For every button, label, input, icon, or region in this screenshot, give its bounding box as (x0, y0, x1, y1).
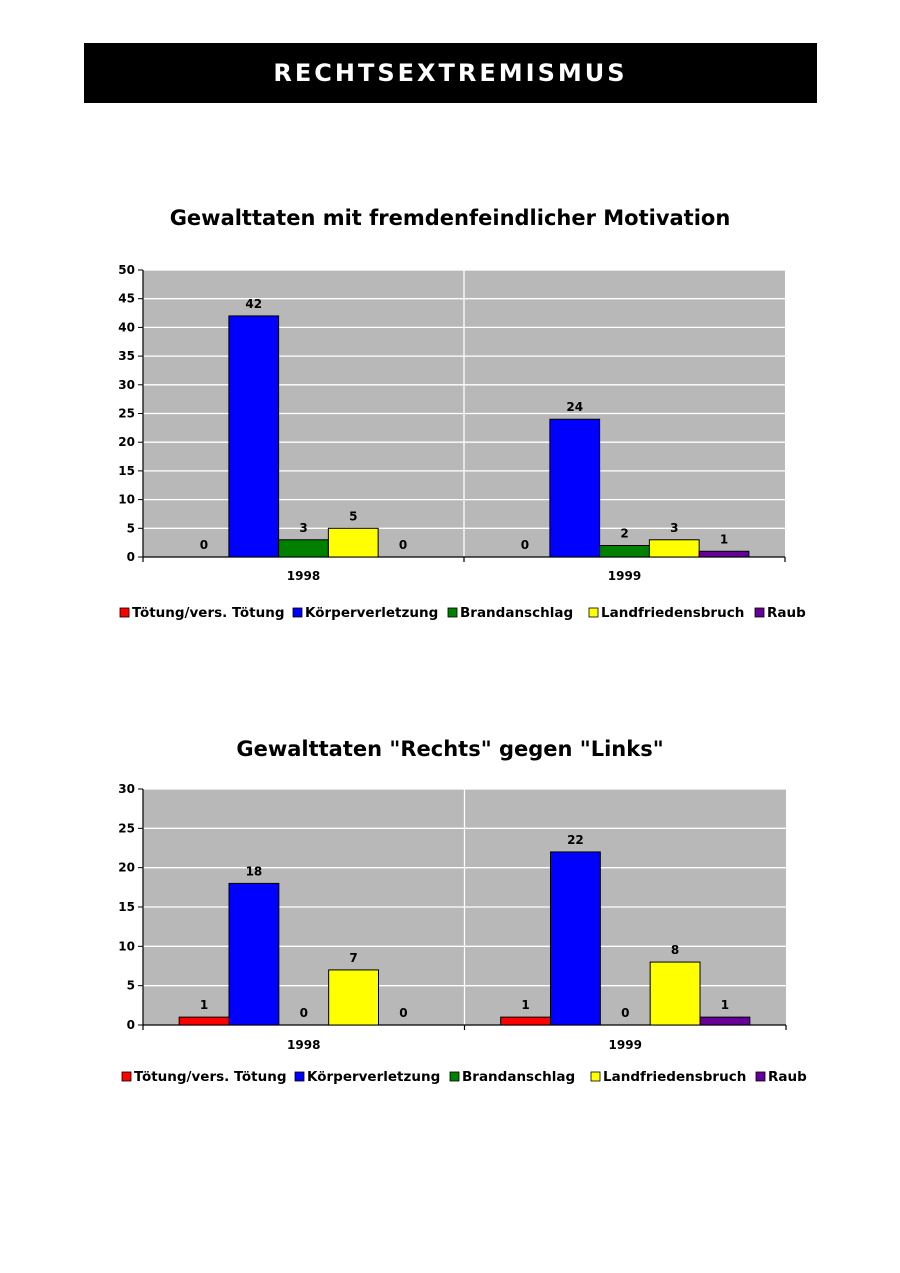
y-tick-label: 10 (118, 493, 135, 507)
bar (327, 527, 379, 558)
bar (648, 539, 700, 558)
legend-label: Raub (767, 605, 806, 621)
legend-label: Tötung/vers. Tötung (132, 605, 285, 621)
legend-swatch (292, 607, 303, 618)
legend-label: Raub (768, 1069, 807, 1085)
data-label: 8 (671, 943, 679, 957)
bar (699, 1016, 751, 1026)
data-label: 2 (620, 527, 628, 541)
y-tick-label: 25 (118, 821, 135, 835)
y-tick-label: 15 (118, 464, 135, 478)
data-label: 0 (300, 1006, 308, 1020)
y-tick-label: 20 (118, 861, 135, 875)
legend-label: Körperverletzung (305, 605, 438, 621)
y-tick-label: 30 (118, 378, 135, 392)
legend-label: Tötung/vers. Tötung (134, 1069, 287, 1085)
legend-label: Brandanschlag (460, 605, 573, 621)
page-title: RECHTSEXTREMISMUS (273, 59, 628, 87)
data-label: 18 (246, 864, 263, 878)
chart-1-title: Gewalttaten mit fremdenfeindlicher Motiv… (169, 206, 731, 230)
bar (549, 418, 601, 558)
legend-swatch (121, 1071, 132, 1082)
bar (228, 882, 280, 1026)
bar (599, 545, 650, 558)
x-tick-label: 1999 (608, 569, 641, 583)
y-tick-label: 40 (118, 320, 135, 334)
legend-swatch (588, 607, 599, 618)
data-label: 1 (200, 998, 208, 1012)
data-label: 1 (521, 998, 529, 1012)
bar (649, 961, 701, 1026)
y-tick-label: 45 (118, 292, 135, 306)
data-label: 22 (567, 833, 584, 847)
y-tick-label: 30 (118, 782, 135, 796)
x-tick-label: 1998 (287, 569, 320, 583)
bar (328, 969, 379, 1026)
x-tick-label: 1999 (609, 1038, 642, 1052)
legend-swatch (119, 607, 130, 618)
data-label: 3 (299, 521, 307, 535)
legend-swatch (449, 1071, 460, 1082)
legend-swatch (447, 607, 458, 618)
legend-swatch (754, 607, 765, 618)
data-label: 1 (720, 532, 728, 546)
bar (178, 1016, 230, 1026)
bar (278, 539, 329, 558)
data-label: 0 (621, 1006, 629, 1020)
y-tick-label: 20 (118, 435, 135, 449)
header-banner: RECHTSEXTREMISMUS (84, 43, 817, 103)
y-tick-label: 15 (118, 900, 135, 914)
data-label: 3 (670, 521, 678, 535)
y-tick-label: 10 (118, 939, 135, 953)
data-label: 5 (349, 509, 357, 523)
data-label: 1 (721, 998, 729, 1012)
legend-swatch (590, 1071, 601, 1082)
data-label: 42 (245, 297, 262, 311)
legend-label: Landfriedensbruch (601, 605, 744, 621)
chart-2-title: Gewalttaten "Rechts" gegen "Links" (236, 737, 664, 761)
data-label: 24 (566, 400, 583, 414)
y-tick-label: 25 (118, 407, 135, 421)
legend-label: Brandanschlag (462, 1069, 575, 1085)
y-tick-label: 0 (127, 1018, 135, 1032)
data-label: 7 (349, 951, 357, 965)
data-label: 0 (399, 1006, 407, 1020)
y-tick-label: 5 (127, 521, 135, 535)
data-label: 0 (399, 538, 407, 552)
data-label: 0 (521, 538, 529, 552)
chart-2: 0 5 10 15 20 25 30 1 18 0 7 0 1998 1 22 0 8 1 1999 Tötung/v… (118, 782, 807, 1085)
y-tick-label: 50 (118, 263, 135, 277)
bar (500, 1016, 552, 1026)
y-tick-label: 35 (118, 349, 135, 363)
y-tick-label: 5 (127, 979, 135, 993)
bar (228, 315, 280, 558)
legend-label: Körperverletzung (307, 1069, 440, 1085)
legend-swatch (294, 1071, 305, 1082)
legend-label: Landfriedensbruch (603, 1069, 746, 1085)
legend-swatch (755, 1071, 766, 1082)
x-tick-label: 1998 (287, 1038, 320, 1052)
bar (550, 851, 601, 1026)
bar (698, 550, 750, 558)
data-label: 0 (200, 538, 208, 552)
y-tick-label: 0 (127, 550, 135, 564)
